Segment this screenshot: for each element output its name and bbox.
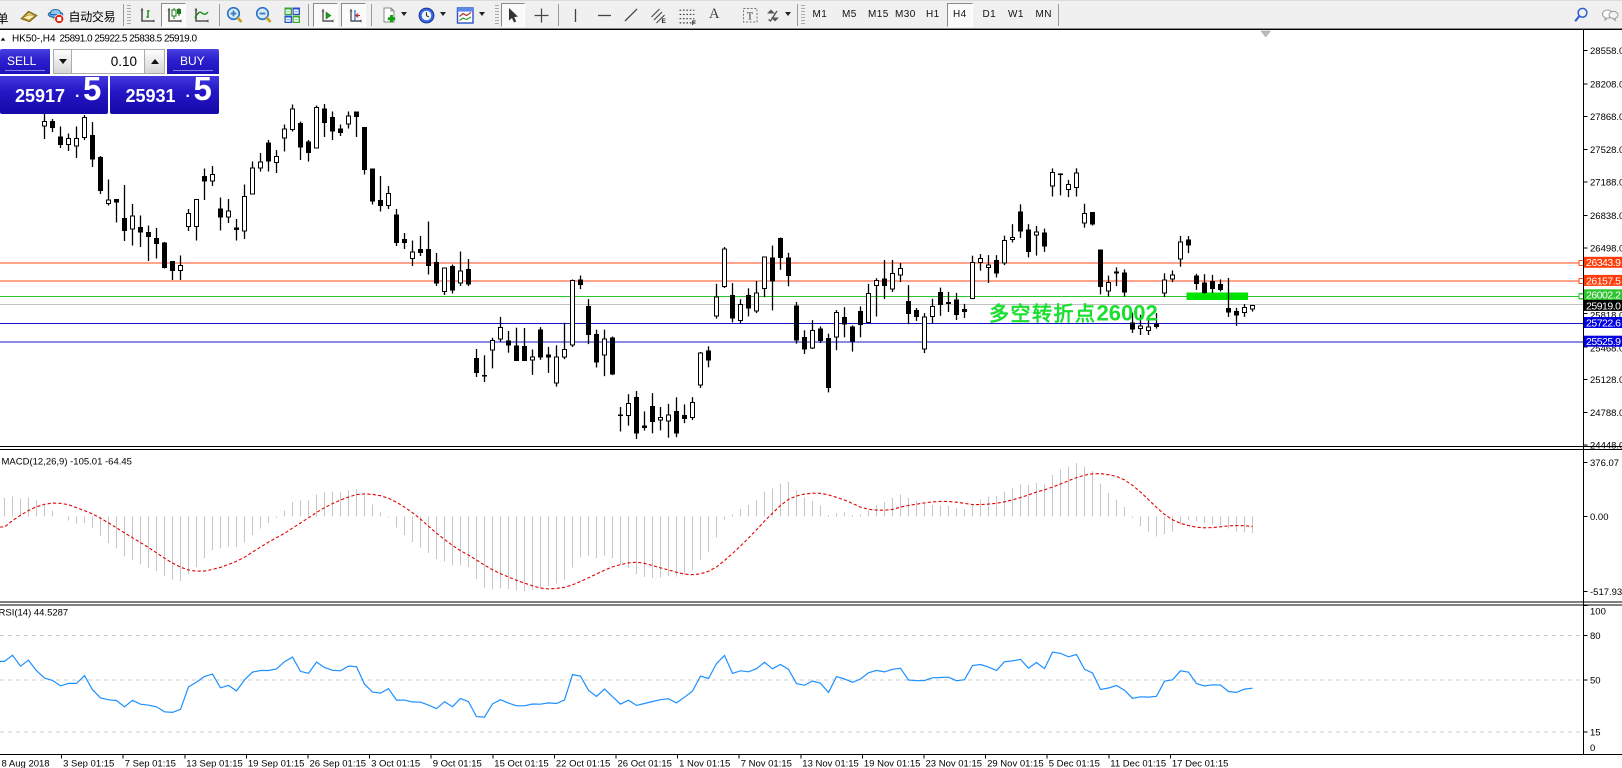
svg-text:9 Oct 01:15: 9 Oct 01:15 [433,759,482,768]
svg-text:RSI(14) 44.5287: RSI(14) 44.5287 [0,608,68,619]
svg-text:26498.0: 26498.0 [1590,244,1622,255]
svg-text:27188.0: 27188.0 [1590,178,1622,189]
svg-text:100: 100 [1590,607,1606,618]
svg-text:T: T [747,12,754,23]
svg-text:-517.93: -517.93 [1590,587,1622,598]
svg-text:19 Sep 01:15: 19 Sep 01:15 [248,759,305,768]
svg-text:376.07: 376.07 [1590,458,1619,469]
svg-text:28558.0: 28558.0 [1590,46,1622,57]
svg-text:28208.0: 28208.0 [1590,80,1622,91]
svg-text:26157.5: 26157.5 [1586,275,1621,287]
svg-text:26838.0: 26838.0 [1590,211,1622,222]
svg-text:26002.2: 26002.2 [1586,290,1621,302]
svg-text:19 Nov 01:15: 19 Nov 01:15 [864,759,921,768]
svg-text:MACD(12,26,9) -105.01 -64.45: MACD(12,26,9) -105.01 -64.45 [2,457,132,468]
svg-text:26343.9: 26343.9 [1586,257,1621,269]
svg-text:26 Oct 01:15: 26 Oct 01:15 [618,759,672,768]
svg-text:24788.0: 24788.0 [1590,408,1622,419]
svg-text:22 Oct 01:15: 22 Oct 01:15 [556,759,610,768]
svg-text:0: 0 [1590,743,1595,754]
svg-text:多空转折点26002: 多空转折点26002 [989,301,1158,326]
svg-text:7 Nov 01:15: 7 Nov 01:15 [741,759,792,768]
svg-text:25919.0: 25919.0 [1586,300,1621,312]
svg-text:17 Dec 01:15: 17 Dec 01:15 [1172,759,1229,768]
svg-text:5 Dec 01:15: 5 Dec 01:15 [1049,759,1100,768]
svg-text:25722.6: 25722.6 [1586,317,1621,329]
svg-text:1 Nov 01:15: 1 Nov 01:15 [679,759,730,768]
svg-text:25525.9: 25525.9 [1586,336,1621,348]
svg-text:80: 80 [1590,631,1601,642]
svg-text:23 Nov 01:15: 23 Nov 01:15 [926,759,983,768]
svg-text:25468.0: 25468.0 [1590,344,1622,355]
svg-text:13 Sep 01:15: 13 Sep 01:15 [186,759,243,768]
svg-text:25128.0: 25128.0 [1590,375,1622,386]
svg-text:F: F [692,21,696,25]
svg-text:7 Sep 01:15: 7 Sep 01:15 [125,759,176,768]
svg-text:11 Dec 01:15: 11 Dec 01:15 [1110,759,1166,768]
svg-text:50: 50 [1590,676,1601,687]
svg-text:15 Oct 01:15: 15 Oct 01:15 [494,759,548,768]
svg-text:25818.0: 25818.0 [1590,310,1622,321]
svg-text:3 Oct 01:15: 3 Oct 01:15 [371,759,420,768]
svg-text:13 Nov 01:15: 13 Nov 01:15 [802,759,859,768]
svg-text:15: 15 [1590,728,1601,739]
svg-text:26 Sep 01:15: 26 Sep 01:15 [310,759,367,768]
svg-text:27868.0: 27868.0 [1590,112,1622,123]
svg-text:8 Aug 2018: 8 Aug 2018 [2,759,50,768]
svg-text:0.00: 0.00 [1590,512,1609,523]
svg-text:3 Sep 01:15: 3 Sep 01:15 [63,759,114,768]
svg-text:29 Nov 01:15: 29 Nov 01:15 [987,759,1044,768]
svg-text:E: E [662,18,667,24]
svg-text:27528.0: 27528.0 [1590,145,1622,156]
